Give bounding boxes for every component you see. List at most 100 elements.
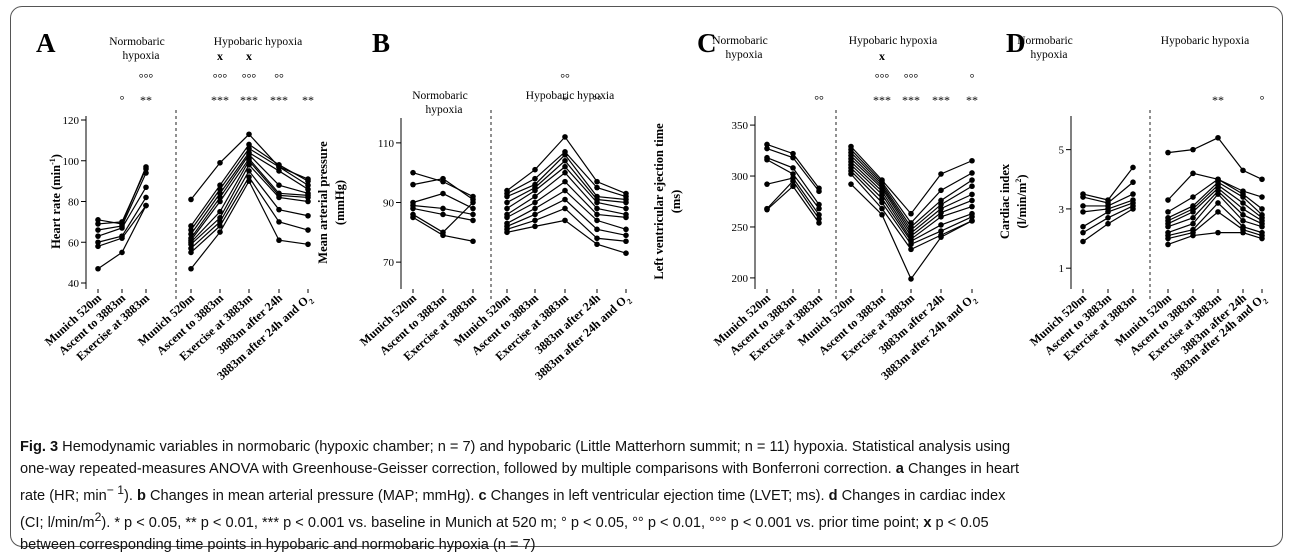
panel-a-group-2-point xyxy=(276,206,282,213)
panel-d-group-1-point xyxy=(1080,203,1086,209)
panel-a-group-1-point xyxy=(119,249,125,256)
panel-c-significance-mark: °° xyxy=(814,93,824,107)
panel-d-group-1-point xyxy=(1080,209,1086,215)
panel-c-group-1-point xyxy=(790,171,796,177)
panel-b-group-1-point xyxy=(440,211,446,218)
figure-panels: A 40 60 80 100 120 Heart rate (min-1) Normobari… xyxy=(36,28,1270,383)
caption-b-label: b xyxy=(137,487,146,504)
panel-c-group-2-point xyxy=(969,177,975,183)
panel-a-group-2-point xyxy=(305,241,311,248)
panel-c-group-label-line: hypoxia xyxy=(725,49,762,61)
panel-a-group-2-point xyxy=(305,212,311,219)
panel-d-group-2-point xyxy=(1259,223,1265,230)
caption-d-label: d xyxy=(828,487,838,504)
panel-c-group-1-point xyxy=(816,205,822,212)
panel-c-significance-mark: x xyxy=(879,49,885,63)
panel-d-group-1-point xyxy=(1080,223,1086,230)
panel-d-group-2-point xyxy=(1259,194,1265,200)
panel-a-group-1-point xyxy=(95,243,101,250)
panel-b-group-2-point xyxy=(562,151,568,158)
panel-c-group-1-point xyxy=(790,183,796,190)
panel-c-group-2-point xyxy=(938,205,944,212)
panel-b-group-2-point xyxy=(532,199,538,206)
panel-a-group-2-point xyxy=(246,145,252,152)
panel-d-group-2-point xyxy=(1190,170,1196,177)
panel-a-group-2-point xyxy=(246,157,252,164)
panel-c-significance-mark: *** xyxy=(902,93,920,107)
panel-c-group-1-point xyxy=(790,178,796,184)
panel-a-significance-mark: *** xyxy=(270,93,288,107)
panel-a-group-2-point xyxy=(305,198,311,205)
panel-a-group-1-point xyxy=(143,184,149,191)
panel-d-group-2-point xyxy=(1240,200,1246,206)
panel-d-group-2-point xyxy=(1190,215,1196,221)
panel-d-y-label-line2: (l/min/m xyxy=(1015,182,1029,228)
panel-a-group-2-point xyxy=(276,194,282,201)
panel-a-group-1-point xyxy=(143,170,149,176)
panel-a-y-tick-label: 40 xyxy=(68,278,80,290)
panel-b-group-2-point xyxy=(594,199,600,206)
panel-b-group-2-point xyxy=(532,175,538,182)
panel-b-group-1-point xyxy=(410,205,416,212)
panel-a-y-tick-label: 100 xyxy=(63,156,80,168)
panel-b-group-2-point xyxy=(562,217,568,224)
panel-b-group-2-point xyxy=(504,193,510,200)
panel-a-group-2-label: Hypobaric hypoxia xyxy=(214,36,302,48)
panel-c-group-2-point xyxy=(969,197,975,204)
panel-b-group-1-point xyxy=(440,205,446,212)
panel-b-significance-mark: °° xyxy=(592,93,602,107)
panel-b-group-2-point xyxy=(623,199,629,206)
panel-a-group-2-point xyxy=(188,196,194,203)
panel-d-group-2-point xyxy=(1165,149,1171,156)
panel-b-group-label-line: Normobaric xyxy=(412,90,468,102)
panel-c-group-1-point xyxy=(816,220,822,226)
panel-a-group-2-point xyxy=(246,162,252,168)
panel-b-group-2-point xyxy=(594,241,600,248)
figure-frame xyxy=(10,6,1283,547)
panel-c-group-2-label: Hypobaric hypoxia xyxy=(849,35,937,47)
panel-d-group-2-point xyxy=(1240,194,1246,200)
panel-c-letter: C xyxy=(697,28,717,58)
panel-d-significance-mark: ** xyxy=(1212,93,1224,107)
panel-a-group-label-line: Normobaric xyxy=(109,36,165,48)
panel-d-group-2-point xyxy=(1215,134,1221,141)
panel-c-group-1-point xyxy=(764,141,770,148)
panel-d-group-2-point xyxy=(1215,229,1221,236)
panel-b-y-tick-label: 90 xyxy=(383,198,395,210)
panel-d-group-1-label: Normobaric hypoxia xyxy=(1017,35,1073,61)
panel-a-group-1-point xyxy=(143,202,149,209)
panel-a-significance-mark: x xyxy=(246,49,252,63)
panel-d-significance-mark: ° xyxy=(1260,93,1265,107)
panel-d-x-tick-sub: 2 xyxy=(1261,297,1270,306)
panel-c-group-2-point xyxy=(938,228,944,234)
panel-a-group-2-point xyxy=(276,219,282,225)
panel-c-group-1-point xyxy=(764,145,770,152)
panel-a-group-2-point xyxy=(188,245,194,252)
panel-a-x-tick-sub: 2 xyxy=(307,297,316,306)
panel-a-group-2-point xyxy=(246,141,252,148)
caption-c-label: c xyxy=(478,487,487,504)
panel-d-group-2-series-line xyxy=(1167,193,1263,234)
panel-a-group-1-point xyxy=(95,265,101,272)
panel-a-group-2-point xyxy=(217,229,223,235)
panel-c-significance-mark: ** xyxy=(966,93,978,107)
panel-c-y-tick-label: 350 xyxy=(732,120,749,132)
panel-d-group-1-point xyxy=(1080,194,1086,200)
panel-c-group-2-point xyxy=(938,197,944,204)
caption-sup-3: − 1 xyxy=(106,483,125,497)
panel-c-group-2-point xyxy=(969,213,975,220)
panel-b-group-2-point xyxy=(532,211,538,218)
panel-a-significance-mark: *** xyxy=(240,93,258,107)
panel-c-group-1-point xyxy=(764,156,770,163)
panel-a-significance-mark: ° xyxy=(120,93,125,107)
panel-a-group-1-point xyxy=(95,227,101,233)
panel-d-group-2-point xyxy=(1259,235,1265,242)
panel-c-group-2-point xyxy=(879,195,885,202)
panel-c-group-label-line: Hypobaric hypoxia xyxy=(849,35,937,47)
panel-a-group-2-point xyxy=(246,174,252,180)
panel-b-group-2-point xyxy=(594,184,600,191)
panel-a-group-2-point xyxy=(188,241,194,248)
panel-a-group-2-point xyxy=(276,182,282,188)
panel-c-y-label-line1: Left ventricular ejection time xyxy=(652,123,666,280)
panel-d-group-2-series-line xyxy=(1167,190,1263,228)
